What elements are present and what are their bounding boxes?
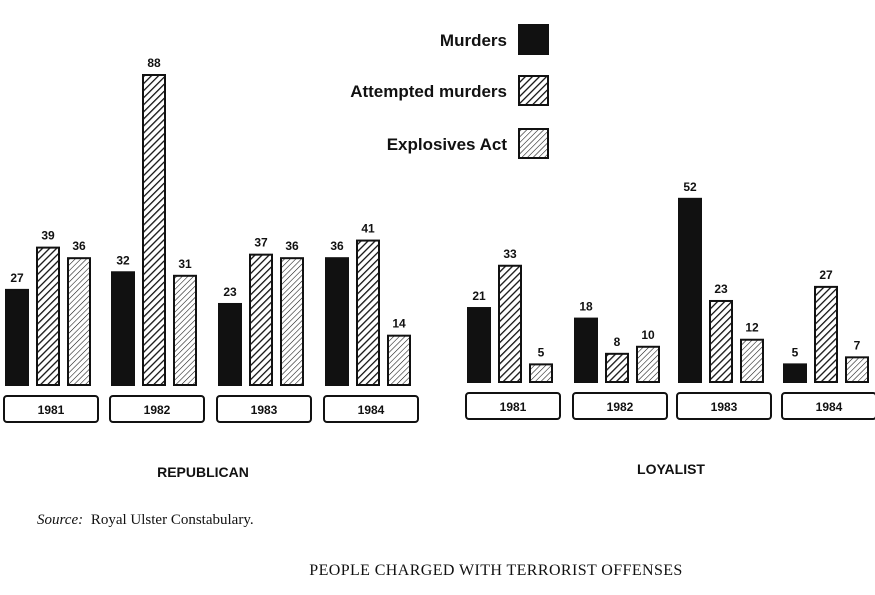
bar-loyalist-1984-murders	[783, 363, 807, 383]
year-label-loyalist-1982: 1982	[607, 400, 634, 414]
bar-republican-1981-attempted-murders	[36, 246, 60, 386]
year-box-republican-1981	[3, 395, 99, 423]
chart-title: PEOPLE CHARGED WITH TERRORIST OFFENSES	[309, 562, 682, 579]
data-label-republican-1983-murders: 23	[223, 285, 237, 299]
data-label-republican-1983-attempted-murders: 37	[254, 236, 268, 250]
year-label-republican-1981: 1981	[38, 403, 65, 417]
bar-loyalist-1984-explosives-act	[845, 356, 869, 384]
bar-republican-1981-murders	[5, 288, 29, 386]
data-label-loyalist-1981-murders: 21	[472, 289, 486, 303]
bar-republican-1983-attempted-murders	[249, 253, 273, 386]
year-box-loyalist-1982	[572, 392, 668, 420]
bar-republican-1983-murders	[218, 302, 242, 386]
year-box-republican-1982	[109, 395, 205, 423]
bar-loyalist-1983-explosives-act	[740, 338, 764, 383]
legend-label-murders: Murders	[440, 31, 507, 50]
data-label-republican-1982-explosives-act: 31	[178, 257, 192, 271]
bar-loyalist-1981-attempted-murders	[498, 264, 522, 383]
bars: 27 39 36 32 88 31 23 37 36 36 41 14 21 33 5 18 8 10 52 23 12…	[5, 56, 869, 387]
bar-loyalist-1982-attempted-murders	[605, 352, 629, 383]
year-label-republican-1984: 1984	[358, 403, 385, 417]
bar-republican-1984-murders	[325, 257, 349, 387]
year-box-republican-1984	[323, 395, 419, 423]
group-labels: REPUBLICAN LOYALIST	[157, 461, 705, 480]
year-label-loyalist-1983: 1983	[711, 400, 738, 414]
year-box-loyalist-1983	[676, 392, 772, 420]
bar-republican-1984-explosives-act	[387, 334, 411, 387]
data-label-loyalist-1981-explosives-act: 5	[538, 345, 545, 359]
data-label-loyalist-1981-attempted-murders: 33	[503, 247, 517, 261]
data-label-loyalist-1984-attempted-murders: 27	[819, 268, 833, 282]
bar-loyalist-1983-murders	[678, 197, 702, 383]
data-label-loyalist-1983-attempted-murders: 23	[714, 282, 728, 296]
data-label-republican-1981-murders: 27	[10, 271, 24, 285]
bar-republican-1983-explosives-act	[280, 257, 304, 387]
data-label-republican-1984-murders: 36	[330, 239, 344, 253]
legend-swatch-murders	[518, 24, 549, 55]
data-label-republican-1982-murders: 32	[116, 253, 130, 267]
data-label-republican-1982-attempted-murders: 88	[147, 56, 161, 70]
year-box-loyalist-1984	[781, 392, 875, 420]
legend-label-explosives-act: Explosives Act	[387, 135, 508, 154]
legend-label-attempted-murders: Attempted murders	[350, 82, 507, 101]
bar-republican-1982-murders	[111, 271, 135, 387]
source-note: Source: Royal Ulster Constabulary.	[37, 512, 254, 528]
bar-loyalist-1981-murders	[467, 307, 491, 384]
data-label-loyalist-1984-murders: 5	[792, 345, 799, 359]
legend-swatch-explosives-act	[518, 128, 549, 159]
data-label-loyalist-1983-explosives-act: 12	[745, 321, 759, 335]
data-label-loyalist-1982-attempted-murders: 8	[614, 335, 621, 349]
data-label-loyalist-1983-murders: 52	[683, 180, 697, 194]
source-label: Source:	[37, 512, 83, 528]
bar-loyalist-1982-murders	[574, 317, 598, 384]
data-label-republican-1981-attempted-murders: 39	[41, 229, 55, 243]
bar-republican-1984-attempted-murders	[356, 239, 380, 386]
group-label-loyalist: LOYALIST	[637, 461, 705, 477]
data-label-loyalist-1984-explosives-act: 7	[854, 338, 861, 352]
year-label-loyalist-1984: 1984	[816, 400, 843, 414]
group-label-republican: REPUBLICAN	[157, 464, 249, 480]
year-box-republican-1983	[216, 395, 312, 423]
data-label-republican-1984-attempted-murders: 41	[361, 222, 375, 236]
bar-loyalist-1983-attempted-murders	[709, 299, 733, 383]
data-label-loyalist-1982-murders: 18	[579, 300, 593, 314]
bar-loyalist-1982-explosives-act	[636, 345, 660, 384]
legend: Murders Attempted murders Explosives Act	[350, 24, 549, 159]
data-label-republican-1981-explosives-act: 36	[72, 239, 86, 253]
bar-loyalist-1981-explosives-act	[529, 363, 553, 383]
year-boxes: 1981 1982 1983 1984 1981 1982 1983 1984	[3, 392, 875, 423]
year-label-republican-1983: 1983	[251, 403, 278, 417]
year-label-republican-1982: 1982	[144, 403, 171, 417]
year-label-loyalist-1981: 1981	[500, 400, 527, 414]
bar-loyalist-1984-attempted-murders	[814, 285, 838, 383]
data-label-republican-1984-explosives-act: 14	[392, 317, 406, 331]
data-label-loyalist-1982-explosives-act: 10	[641, 328, 655, 342]
bar-republican-1981-explosives-act	[67, 257, 91, 387]
data-label-republican-1983-explosives-act: 36	[285, 239, 299, 253]
bar-republican-1982-attempted-murders	[142, 74, 166, 386]
year-box-loyalist-1981	[465, 392, 561, 420]
source-text: Royal Ulster Constabulary.	[91, 512, 254, 528]
bar-republican-1982-explosives-act	[173, 274, 197, 386]
legend-swatch-attempted-murders	[518, 75, 549, 106]
